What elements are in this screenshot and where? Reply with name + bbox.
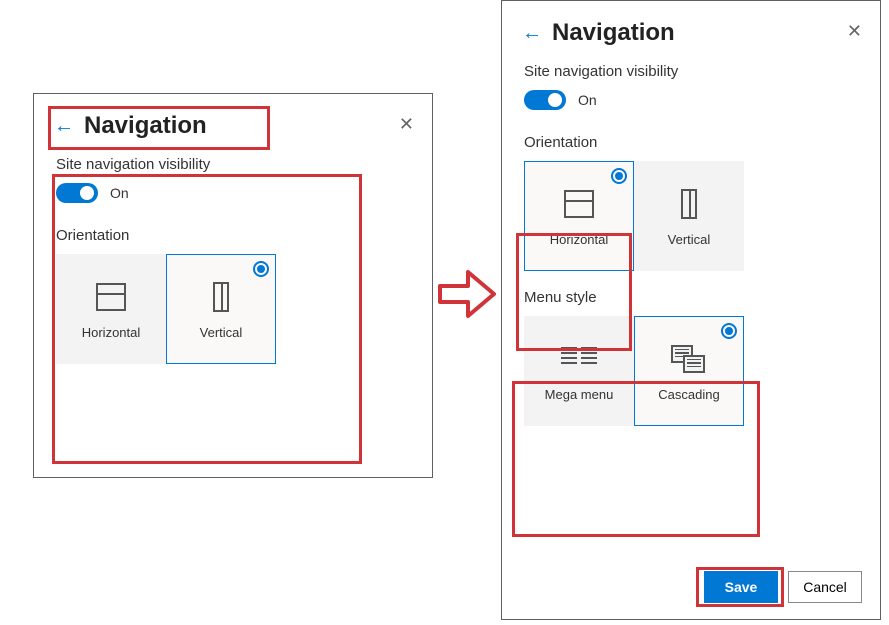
panel-title: Navigation bbox=[84, 112, 207, 140]
toggle-knob-icon bbox=[80, 186, 94, 200]
back-arrow-icon[interactable]: ← bbox=[522, 23, 542, 43]
mega-menu-icon bbox=[561, 347, 597, 371]
toggle-status: On bbox=[110, 185, 129, 201]
tile-label: Horizontal bbox=[550, 232, 609, 247]
cancel-button[interactable]: Cancel bbox=[788, 571, 862, 603]
tile-label: Vertical bbox=[668, 232, 711, 247]
footer-buttons: Save Cancel bbox=[704, 571, 862, 603]
tile-label: Cascading bbox=[658, 387, 719, 402]
orientation-tile-vertical[interactable]: Vertical bbox=[166, 254, 276, 364]
toggle-knob-icon bbox=[548, 93, 562, 107]
navigation-panel-before: ← Navigation ✕ Site navigation visibilit… bbox=[33, 93, 433, 478]
tile-label: Horizontal bbox=[82, 325, 141, 340]
vertical-layout-icon bbox=[213, 282, 229, 312]
orientation-label: Orientation bbox=[56, 227, 410, 244]
menu-style-tile-mega[interactable]: Mega menu bbox=[524, 316, 634, 426]
panel-header: ← Navigation ✕ bbox=[502, 1, 880, 55]
menu-style-label: Menu style bbox=[524, 289, 858, 306]
horizontal-layout-icon bbox=[96, 283, 126, 311]
back-arrow-icon[interactable]: ← bbox=[54, 116, 74, 136]
cascading-menu-icon bbox=[671, 345, 707, 373]
orientation-tile-horizontal[interactable]: Horizontal bbox=[56, 254, 166, 364]
close-icon[interactable]: ✕ bbox=[399, 114, 414, 135]
radio-selected-icon bbox=[253, 261, 269, 277]
radio-selected-icon bbox=[721, 323, 737, 339]
visibility-label: Site navigation visibility bbox=[56, 156, 410, 173]
orientation-tile-horizontal[interactable]: Horizontal bbox=[524, 161, 634, 271]
radio-selected-icon bbox=[611, 168, 627, 184]
visibility-toggle[interactable] bbox=[524, 90, 566, 110]
orientation-section: Orientation Horizontal Vertical bbox=[34, 219, 432, 368]
orientation-section: Orientation Horizontal Vertical bbox=[502, 126, 880, 275]
visibility-toggle[interactable] bbox=[56, 183, 98, 203]
tile-label: Mega menu bbox=[545, 387, 614, 402]
close-icon[interactable]: ✕ bbox=[847, 21, 862, 42]
horizontal-layout-icon bbox=[564, 190, 594, 218]
navigation-panel-after: ← Navigation ✕ Site navigation visibilit… bbox=[501, 0, 881, 620]
save-button[interactable]: Save bbox=[704, 571, 778, 603]
vertical-layout-icon bbox=[681, 189, 697, 219]
transition-arrow-icon bbox=[438, 268, 498, 325]
panel-title: Navigation bbox=[552, 19, 675, 47]
orientation-tile-vertical[interactable]: Vertical bbox=[634, 161, 744, 271]
visibility-label: Site navigation visibility bbox=[524, 63, 858, 80]
toggle-status: On bbox=[578, 92, 597, 108]
menu-style-section: Menu style Mega menu bbox=[502, 281, 880, 430]
panel-header: ← Navigation ✕ bbox=[34, 94, 432, 148]
tile-label: Vertical bbox=[200, 325, 243, 340]
menu-style-tile-cascading[interactable]: Cascading bbox=[634, 316, 744, 426]
visibility-section: Site navigation visibility On bbox=[502, 55, 880, 126]
visibility-section: Site navigation visibility On bbox=[34, 148, 432, 219]
orientation-label: Orientation bbox=[524, 134, 858, 151]
